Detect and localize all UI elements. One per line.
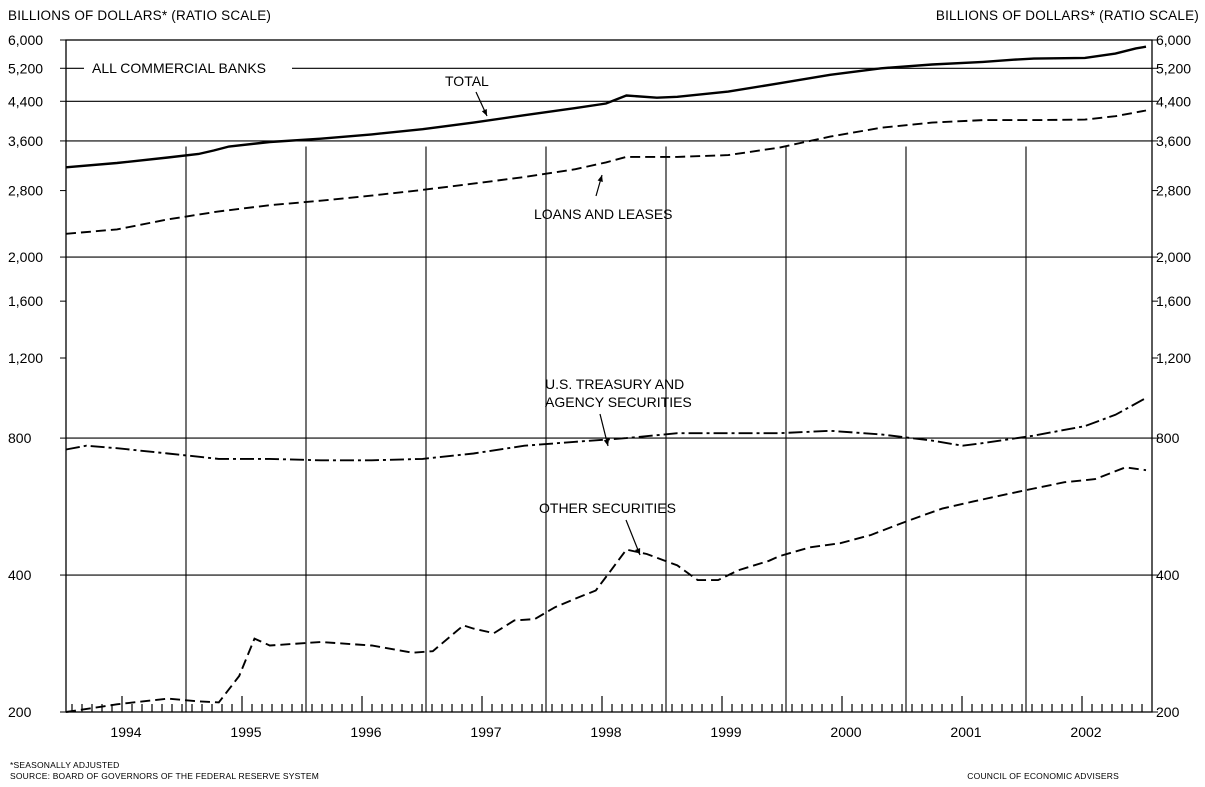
y-tick-label-right: 800: [1156, 430, 1180, 446]
source-note: SOURCE: BOARD OF GOVERNORS OF THE FEDERA…: [10, 771, 320, 781]
y-tick-label-right: 5,200: [1156, 60, 1191, 76]
annotation-label: TOTAL: [445, 73, 489, 89]
footnote: *SEASONALLY ADJUSTED: [10, 760, 120, 770]
arrowhead: [597, 175, 603, 182]
x-tick-label: 2000: [830, 724, 861, 740]
x-tick-label: 1996: [350, 724, 381, 740]
y-tick-label-right: 3,600: [1156, 133, 1191, 149]
y-tick-label-left: 800: [8, 430, 32, 446]
y-tick-label-right: 1,600: [1156, 293, 1191, 309]
x-tick-label: 2001: [950, 724, 981, 740]
year-dividers: [185, 146, 1027, 712]
series-line: [65, 45, 1147, 169]
plot-frame: [65, 39, 1153, 713]
x-tick-label: 1995: [230, 724, 261, 740]
y-tick-label-right: 2,800: [1156, 183, 1191, 199]
x-tick-label: 1997: [470, 724, 501, 740]
x-tick-label: 1999: [710, 724, 741, 740]
annotation-bg: [84, 58, 292, 78]
y-axis-left: 6,000 5,200 4,400 3,600 2,800 2,000 1,600 1,200…: [8, 32, 66, 720]
x-tick-label: 1998: [590, 724, 621, 740]
series-line: [65, 397, 1147, 462]
y-tick-label-right: 1,200: [1156, 350, 1191, 366]
arrowhead: [635, 548, 641, 555]
arrowhead: [603, 439, 610, 446]
y-tick-label-left: 2,000: [8, 249, 43, 265]
y-tick-label-left: 6,000: [8, 32, 43, 48]
x-axis: 1994 1995 1996 1997 1998 1999 2000 2001 2002: [110, 724, 1101, 740]
series-line: [65, 466, 1147, 713]
series-lines: [65, 45, 1147, 713]
y-tick-label-left: 5,200: [8, 60, 43, 76]
series-line: [65, 109, 1147, 235]
y-tick-label-left: 2,800: [8, 183, 43, 199]
left-axis-title: BILLIONS OF DOLLARS* (RATIO SCALE): [8, 8, 272, 23]
y-tick-label-left: 3,600: [8, 133, 43, 149]
y-tick-label-left: 1,200: [8, 350, 43, 366]
y-tick-label-left: 4,400: [8, 93, 43, 109]
x-tick-label: 1994: [110, 724, 141, 740]
arrowhead: [481, 109, 487, 116]
annotation-label: U.S. TREASURY AND: [545, 376, 684, 392]
month-ticks: [71, 696, 1143, 712]
y-tick-label-left: 1,600: [8, 293, 43, 309]
y-tick-label-right: 2,000: [1156, 249, 1191, 265]
y-tick-label-right: 200: [1156, 704, 1180, 720]
x-tick-label: 2002: [1070, 724, 1101, 740]
annotations: ALL COMMERCIAL BANKS TOTAL LOANS AND LEASE…: [84, 58, 692, 556]
right-axis-title: BILLIONS OF DOLLARS* (RATIO SCALE): [935, 8, 1199, 23]
annotation-label: ALL COMMERCIAL BANKS: [92, 60, 266, 76]
y-tick-label-right: 4,400: [1156, 93, 1191, 109]
y-axis-right: 6,000 5,200 4,400 3,600 2,800 2,000 1,600 1,200…: [1152, 32, 1191, 720]
y-tick-label-left: 400: [8, 567, 32, 583]
annotation-label: AGENCY SECURITIES: [545, 394, 692, 410]
credit: COUNCIL OF ECONOMIC ADVISERS: [967, 771, 1119, 781]
y-tick-label-left: 200: [8, 704, 32, 720]
annotation-label: OTHER SECURITIES: [539, 500, 676, 516]
y-tick-label-right: 6,000: [1156, 32, 1191, 48]
y-tick-label-right: 400: [1156, 567, 1180, 583]
annotation-label: LOANS AND LEASES: [534, 206, 673, 222]
